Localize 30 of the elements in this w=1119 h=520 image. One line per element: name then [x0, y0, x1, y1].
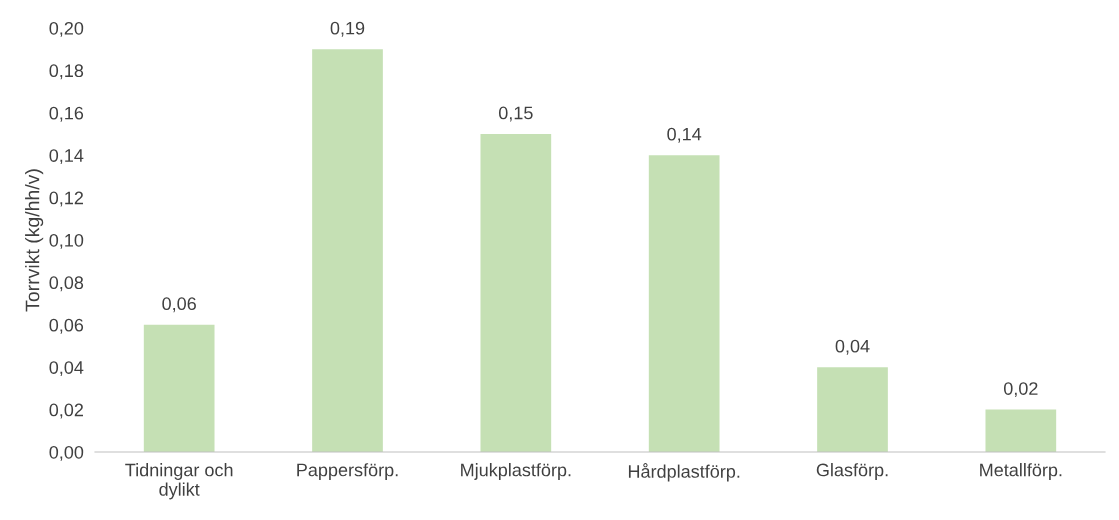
- data-label: 0,02: [1003, 382, 1038, 398]
- y-tick-label: 0,08: [49, 276, 84, 292]
- data-label: 0,06: [162, 297, 196, 313]
- bar: [648, 155, 720, 452]
- y-tick-label: 0,10: [49, 233, 84, 249]
- data-label: 0,15: [498, 106, 533, 122]
- y-tick-label: 0,06: [49, 318, 84, 334]
- bar: [985, 409, 1057, 452]
- y-tick-label: 0,12: [49, 191, 83, 207]
- y-axis-title: Torrvikt (kg/hh/v): [25, 169, 44, 312]
- y-tick-label: 0,14: [49, 149, 84, 165]
- y-tick-label: 0,00: [49, 445, 84, 461]
- x-tick-label: Metallförp.: [980, 463, 1062, 480]
- y-tick-label: 0,04: [49, 361, 84, 377]
- y-tick-label: 0,16: [49, 106, 84, 122]
- bar: [817, 367, 888, 452]
- y-tick-label: 0,20: [49, 21, 84, 37]
- x-tick-label: Glasförp.: [816, 463, 888, 480]
- x-tick-label: Pappersförp.: [297, 463, 398, 480]
- data-label: 0,14: [667, 127, 702, 143]
- data-label: 0,19: [330, 21, 365, 37]
- bar: [312, 49, 383, 452]
- y-tick-label: 0,18: [49, 64, 84, 80]
- x-tick-label: Mjukplastförp.: [461, 463, 571, 480]
- data-label: 0,04: [835, 339, 870, 355]
- x-tick-label: Hårdplastförp.: [628, 463, 740, 482]
- bar: [480, 134, 552, 452]
- bar: [143, 324, 215, 452]
- x-tick-label: Tidningar och dylikt: [125, 463, 233, 500]
- y-tick-label: 0,02: [49, 403, 83, 419]
